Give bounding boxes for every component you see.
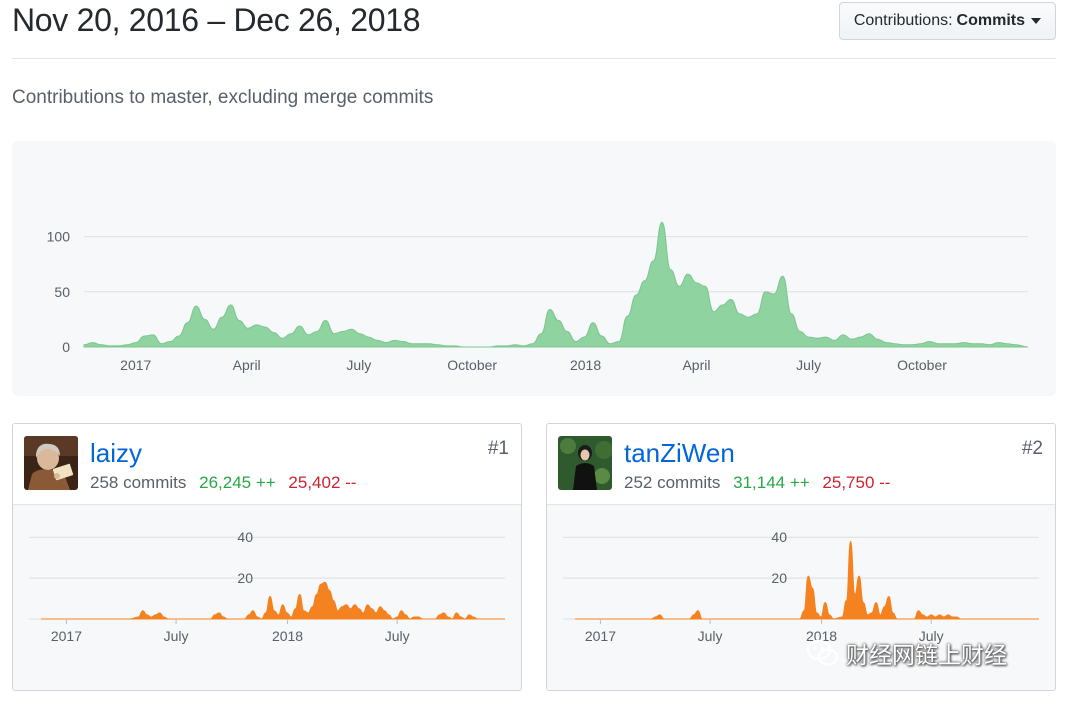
y-tick-label: 0	[62, 339, 70, 355]
avatar[interactable]	[24, 436, 78, 490]
x-tick-label: October	[447, 357, 497, 373]
portrait-reading-avatar-icon	[24, 436, 78, 490]
contributor-chart-svg: 20 40 2017 July 2018 July	[29, 529, 505, 644]
contribution-area	[41, 581, 505, 620]
contributor-card: laizy 258 commits 26,245 ++ 25,402 -- #1…	[12, 423, 522, 691]
contributor-name-link[interactable]: laizy	[90, 438, 143, 468]
x-tick-label: July	[919, 628, 944, 644]
date-range-title: Nov 20, 2016 – Dec 26, 2018	[12, 2, 421, 38]
contribution-area	[575, 540, 1039, 620]
y-tick-label: 100	[47, 229, 71, 245]
x-tick-label: 2018	[272, 628, 303, 644]
contributions-chart-svg: 0 50 100 2017 April July October 2018 April July O…	[47, 221, 1029, 373]
y-tick-label: 40	[771, 529, 787, 545]
x-tick-label: 2017	[120, 357, 151, 373]
deletions-count: 25,750 --	[822, 473, 891, 492]
contributions-chart: 0 50 100 2017 April July October 2018 April July O…	[12, 141, 1056, 396]
contributor-card: tanZiWen 252 commits 31,144 ++ 25,750 --…	[546, 423, 1056, 691]
contributor-chart: 20 40 2017 July 2018 July	[13, 505, 521, 690]
contributor-card-header: tanZiWen 252 commits 31,144 ++ 25,750 --…	[547, 424, 1055, 505]
y-tick-label: 20	[237, 570, 253, 586]
contributor-chart: 20 40 2017 July 2018 July	[547, 505, 1055, 690]
x-tick-label: 2018	[570, 357, 601, 373]
contributor-name-link[interactable]: tanZiWen	[624, 438, 735, 468]
x-tick-label: April	[233, 357, 261, 373]
additions-count: 26,245 ++	[199, 473, 276, 492]
caret-down-icon	[1031, 18, 1041, 24]
x-tick-label: July	[796, 357, 821, 373]
x-tick-label: July	[164, 628, 189, 644]
contributor-stats: 252 commits 31,144 ++ 25,750 --	[624, 473, 890, 493]
y-tick-label: 40	[237, 529, 253, 545]
commit-count: 258 commits	[90, 473, 187, 492]
deletions-count: 25,402 --	[288, 473, 357, 492]
commit-count: 252 commits	[624, 473, 721, 492]
contributor-stats: 258 commits 26,245 ++ 25,402 --	[90, 473, 356, 493]
y-tick-label: 50	[54, 284, 70, 300]
watermark-text: 财经网链上财经	[846, 642, 1007, 668]
contributor-chart-svg: 20 40 2017 July 2018 July	[563, 529, 1039, 644]
avatar[interactable]	[558, 436, 612, 490]
additions-count: 31,144 ++	[733, 473, 810, 492]
select-value-label: Commits	[956, 12, 1025, 29]
portrait-standing-avatar-icon	[558, 436, 612, 490]
x-tick-label: April	[682, 357, 710, 373]
contribution-area	[83, 221, 1029, 348]
wechat-icon	[806, 639, 839, 666]
watermark: 财经网链上财经	[806, 636, 1007, 670]
y-tick-label: 20	[771, 570, 787, 586]
rank-label: #1	[487, 438, 509, 459]
x-tick-label: July	[385, 628, 410, 644]
x-tick-label: 2017	[585, 628, 616, 644]
contributor-card-header: laizy 258 commits 26,245 ++ 25,402 -- #1	[13, 424, 521, 505]
x-tick-label: 2018	[806, 628, 837, 644]
select-prefix-label: Contributions:	[853, 12, 953, 29]
contributions-type-select[interactable]: Contributions: Commits	[838, 2, 1056, 40]
page-header: Nov 20, 2016 – Dec 26, 2018 Contribution…	[12, 0, 1056, 59]
x-tick-label: 2017	[51, 628, 82, 644]
x-tick-label: July	[698, 628, 723, 644]
chart-subtitle: Contributions to master, excluding merge…	[12, 87, 434, 108]
x-tick-label: October	[897, 357, 947, 373]
rank-label: #2	[1021, 438, 1043, 459]
x-tick-label: July	[346, 357, 371, 373]
